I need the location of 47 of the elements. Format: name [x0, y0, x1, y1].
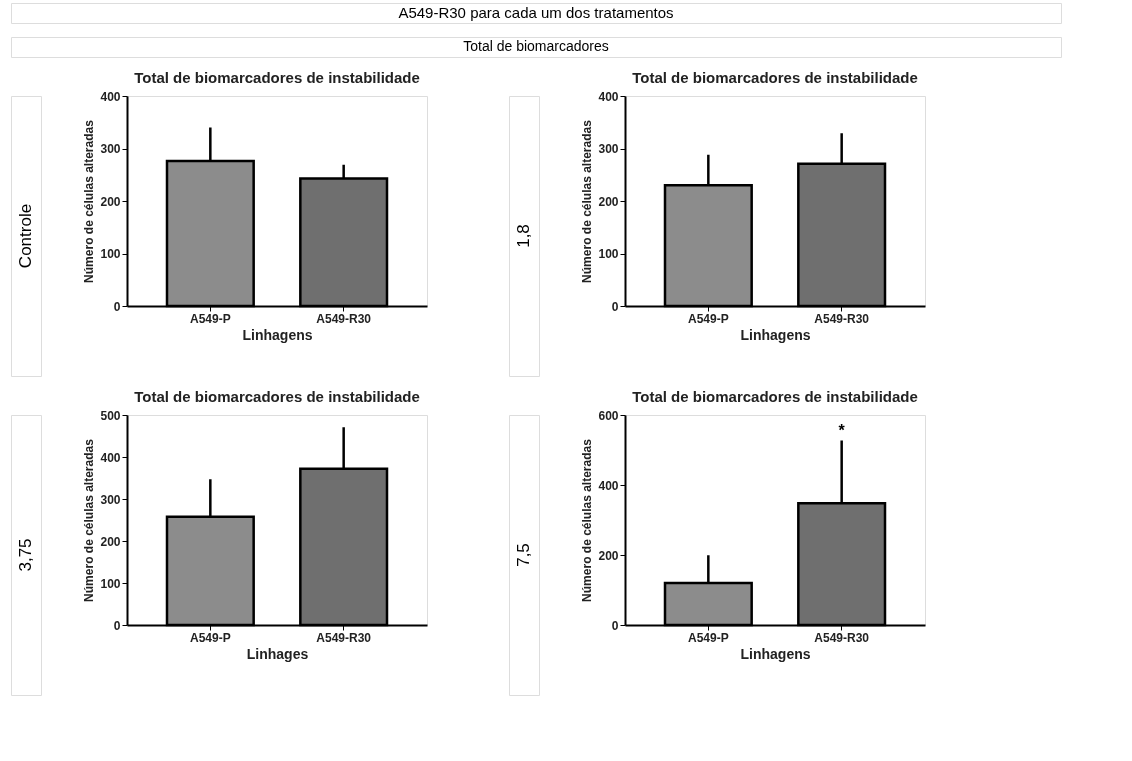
y-tick-label: 300: [598, 142, 619, 156]
x-tick-label: A549-R30: [316, 311, 372, 326]
y-tick-label: 600: [598, 408, 619, 423]
x-axis-title: Linhagens: [740, 645, 811, 662]
x-tick-label: A549-R30: [316, 630, 372, 645]
y-tick-label: 200: [100, 194, 121, 209]
y-axis-title: Número de células alteradas: [82, 438, 97, 602]
y-tick-label: 200: [598, 548, 619, 563]
text: 1,8: [514, 224, 533, 248]
chart-title: Total de biomarcadores de instabilidade: [134, 69, 420, 86]
x-tick-label: A549-R30: [814, 630, 870, 645]
y-tick-label: 400: [598, 89, 619, 104]
y-tick-label: 500: [100, 408, 121, 423]
x-tick-label: A549-P: [687, 630, 729, 645]
text: A549-R30 para cada um dos tratamentos: [398, 4, 674, 21]
y-axis-title: Número de células alteradas: [580, 438, 595, 602]
chart-title: Total de biomarcadores de instabilidade: [632, 69, 918, 86]
annotation: *: [838, 421, 846, 439]
y-tick-label: 400: [100, 450, 121, 465]
chart-title: Total de biomarcadores de instabilidade: [632, 388, 918, 405]
y-axis-title: Número de células alteradas: [580, 119, 595, 283]
y-tick-label: 100: [100, 576, 121, 591]
x-tick-label: A549-R30: [814, 311, 870, 326]
y-tick-label: 200: [100, 534, 121, 549]
chart-title: Total de biomarcadores de instabilidade: [134, 388, 420, 405]
x-axis-title: Linhagens: [740, 326, 811, 343]
y-axis-title: Número de células alteradas: [82, 119, 97, 283]
text: Total de biomarcadores: [463, 38, 609, 54]
y-tick-label: 400: [100, 89, 121, 104]
y-tick-label: 0: [113, 618, 121, 633]
y-tick-label: 0: [113, 299, 121, 314]
x-tick-label: A549-P: [687, 311, 729, 326]
y-tick-label: 100: [100, 247, 121, 261]
x-tick-label: A549-P: [189, 630, 231, 645]
text: Controle: [16, 203, 35, 269]
x-axis-title: Linhagens: [242, 326, 313, 343]
x-tick-label: A549-P: [189, 311, 231, 326]
y-tick-label: 300: [100, 492, 121, 507]
y-tick-label: 300: [100, 142, 121, 156]
text: 3,75: [16, 538, 35, 572]
text: 7,5: [514, 543, 533, 567]
y-tick-label: 400: [598, 478, 619, 493]
y-tick-label: 0: [611, 618, 619, 633]
y-tick-label: 100: [598, 247, 619, 261]
x-axis-title: Linhages: [246, 645, 309, 662]
y-tick-label: 0: [611, 299, 619, 314]
y-tick-label: 200: [598, 194, 619, 209]
